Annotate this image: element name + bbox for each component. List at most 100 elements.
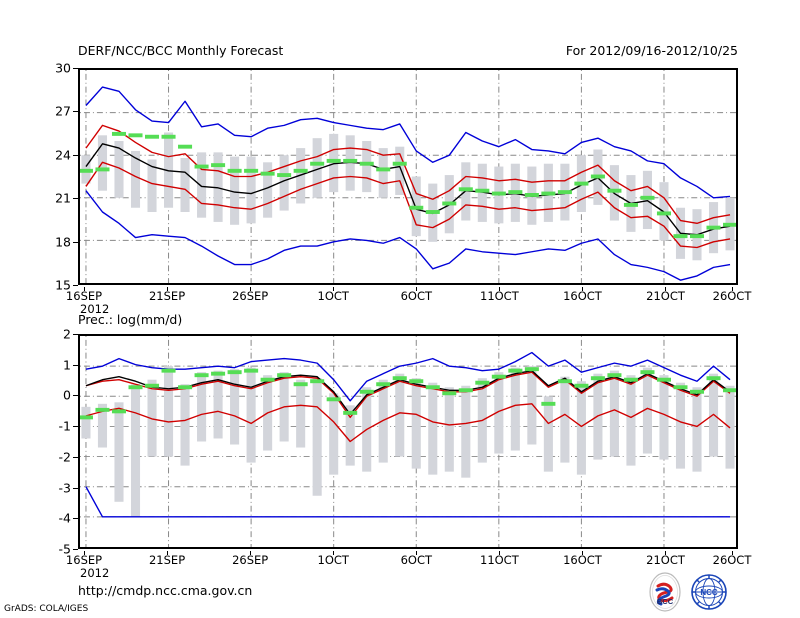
spread-bar <box>296 379 306 448</box>
x-tick-mark <box>415 287 417 291</box>
spread-bar <box>461 385 471 478</box>
spread-bar <box>114 141 124 198</box>
spread-bar <box>659 375 669 460</box>
y-tick-mark <box>73 518 78 520</box>
forecast-title: DERF/NCC/BCC Monthly Forecast <box>78 43 284 58</box>
spread-bar <box>114 402 124 502</box>
spread-bar <box>230 156 240 225</box>
spread-bar <box>163 366 174 457</box>
spread-bar <box>279 155 289 211</box>
forecast-period: For 2012/09/16-2012/10/25 <box>565 43 738 58</box>
x-tick-label: 26SEP <box>232 553 269 567</box>
series-line <box>85 371 731 419</box>
spread-bar <box>180 384 190 466</box>
x-tick-label: 11OCT <box>480 289 519 303</box>
x-tick-label: 21SEP <box>148 289 186 303</box>
series-line <box>85 486 731 518</box>
y-tick-label: 18 <box>55 234 71 250</box>
series-line <box>85 124 731 225</box>
bcc-logo-text: BCC <box>657 597 674 606</box>
spread-bar <box>230 369 240 445</box>
grads-credit: GrADS: COLA/IGES <box>4 604 89 614</box>
x-tick-label: 21SEP <box>148 553 186 567</box>
spread-bar <box>329 393 339 475</box>
spread-bar <box>147 379 157 457</box>
x-axis-year-label: 2012 <box>80 566 110 580</box>
x-tick-mark <box>249 551 251 555</box>
x-tick-mark <box>249 287 251 291</box>
spread-bar <box>510 367 520 451</box>
spread-bar <box>329 133 339 193</box>
spread-bar <box>312 378 322 496</box>
spread-bar <box>130 150 141 208</box>
x-axis-year-label: 2012 <box>80 302 110 316</box>
x-tick-mark <box>415 551 417 555</box>
x-tick-mark <box>581 287 583 291</box>
x-tick-mark <box>731 551 733 555</box>
spread-bar <box>345 405 355 466</box>
x-tick-mark <box>665 287 667 291</box>
spread-bar <box>147 159 157 212</box>
x-tick-mark <box>166 551 168 555</box>
spread-bar <box>246 156 256 224</box>
y-tick-mark <box>73 68 78 69</box>
precipitation-plot-canvas <box>80 336 736 547</box>
ncc-logo-text: NCC <box>700 588 718 597</box>
y-tick-label: 21 <box>55 190 71 206</box>
spread-bar <box>246 367 256 463</box>
observed-markers <box>80 131 736 239</box>
y-tick-label: -4 <box>58 510 71 526</box>
y-tick-label: 1 <box>63 357 71 373</box>
spread-bar <box>312 138 322 198</box>
spread-bar <box>362 141 372 193</box>
spread-bars <box>81 132 735 261</box>
x-tick-label: 26OCT <box>712 289 752 303</box>
x-tick-label: 6OCT <box>400 553 433 567</box>
precipitation-plot <box>78 334 738 549</box>
spread-bar <box>197 152 207 218</box>
x-tick-mark <box>83 551 85 555</box>
temperature-plot-canvas <box>80 70 736 283</box>
y-tick-mark <box>73 364 78 366</box>
spread-bar <box>576 381 586 475</box>
spread-bar <box>675 382 686 469</box>
spread-bar <box>180 158 190 212</box>
spread-bar <box>263 162 273 218</box>
x-tick-label: 16OCT <box>563 289 602 303</box>
y-tick-mark <box>73 395 78 397</box>
spread-bar <box>213 370 223 439</box>
y-tick-label: 2 <box>63 326 71 342</box>
bcc-logo-icon: BCC <box>649 572 681 612</box>
y-tick-mark <box>73 241 78 243</box>
x-tick-mark <box>731 287 733 291</box>
y-tick-mark <box>73 456 78 458</box>
y-tick-mark <box>73 549 78 550</box>
spread-bar <box>626 375 636 466</box>
x-tick-label: 26OCT <box>712 553 752 567</box>
y-tick-mark <box>73 285 78 286</box>
spread-bar <box>130 384 141 517</box>
spread-bar <box>345 135 355 191</box>
spread-bar <box>428 382 438 475</box>
spread-bar <box>543 396 553 472</box>
spread-bar <box>692 387 702 472</box>
x-tick-label: 21OCT <box>646 553 685 567</box>
y-tick-mark <box>73 111 78 113</box>
ncc-logo-icon: NCC <box>691 574 727 610</box>
spread-bar <box>444 387 454 472</box>
cmdp-url[interactable]: http://cmdp.ncc.cma.gov.cn <box>78 583 253 598</box>
series-line <box>85 369 731 416</box>
x-tick-label: 26SEP <box>232 289 269 303</box>
x-tick-label: 1OCT <box>317 553 349 567</box>
spread-bar <box>411 378 421 469</box>
spread-bar <box>378 148 388 198</box>
y-tick-mark <box>73 154 78 156</box>
x-tick-label: 16SEP <box>65 553 103 567</box>
series-line <box>85 143 731 236</box>
spread-bar <box>197 372 207 442</box>
spread-bar <box>642 367 653 454</box>
x-tick-label: 16OCT <box>563 553 602 567</box>
series-line <box>85 351 731 402</box>
spread-bar <box>560 376 570 463</box>
spread-bar <box>395 146 405 195</box>
